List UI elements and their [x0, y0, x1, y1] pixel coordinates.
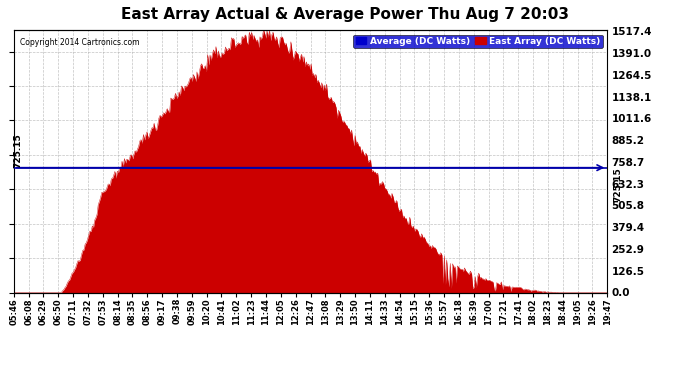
Text: Copyright 2014 Cartronics.com: Copyright 2014 Cartronics.com	[20, 38, 139, 47]
Text: East Array Actual & Average Power Thu Aug 7 20:03: East Array Actual & Average Power Thu Au…	[121, 8, 569, 22]
Legend: Average (DC Watts), East Array (DC Watts): Average (DC Watts), East Array (DC Watts…	[353, 34, 602, 48]
Text: 725.15: 725.15	[14, 133, 23, 168]
Text: 725.15: 725.15	[613, 167, 622, 202]
